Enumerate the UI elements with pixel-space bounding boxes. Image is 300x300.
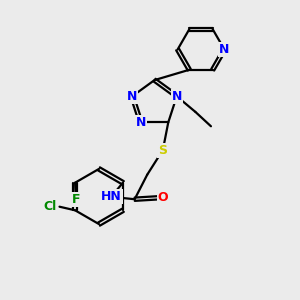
Text: N: N xyxy=(127,90,137,103)
Text: F: F xyxy=(71,193,80,206)
Text: N: N xyxy=(136,116,146,129)
Text: Cl: Cl xyxy=(44,200,57,213)
Text: N: N xyxy=(172,90,182,103)
Text: O: O xyxy=(158,191,168,204)
Text: S: S xyxy=(158,143,167,157)
Text: N: N xyxy=(219,43,230,56)
Text: HN: HN xyxy=(101,190,122,203)
